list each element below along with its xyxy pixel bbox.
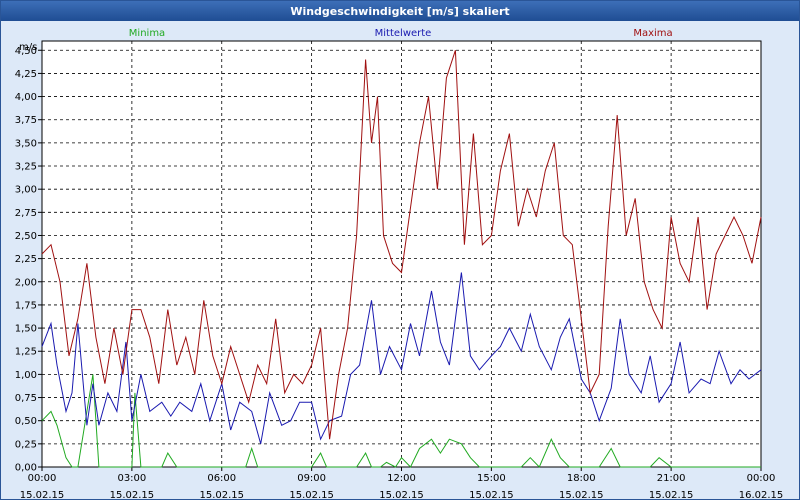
grid-lines bbox=[42, 41, 761, 467]
y-tick-label: 4,00 bbox=[15, 92, 37, 103]
x-axis-ticks: 00:00 15.02.15 03:00 15.02.15 06:00 15.02.15 0… bbox=[20, 467, 784, 499]
series-line-maxima bbox=[41, 50, 762, 440]
y-tick-label: 2,25 bbox=[15, 254, 37, 265]
chart-title: Windgeschwindigkeit [m/s] skaliert bbox=[1, 1, 799, 21]
y-tick-label: 3,75 bbox=[15, 115, 37, 126]
legend-entry: Mittelwerte bbox=[375, 28, 432, 39]
wind-speed-chart: 0,00 0,25 0,50 0,75 1,00 1,25 1,50 1,75 2,00 2,25… bbox=[15, 28, 784, 499]
y-tick-label: 2,75 bbox=[15, 208, 37, 219]
series-lines bbox=[41, 50, 762, 468]
x-tick-time: 00:00 bbox=[747, 473, 776, 484]
y-tick-label: 3,50 bbox=[15, 138, 37, 149]
series-line-minima bbox=[41, 374, 761, 468]
legend: Minima Mittelwerte Maxima bbox=[129, 28, 673, 39]
x-tick-time: 18:00 bbox=[567, 473, 596, 484]
y-tick-label: 0,75 bbox=[15, 393, 37, 404]
x-tick-time: 09:00 bbox=[297, 473, 326, 484]
x-tick-time: 12:00 bbox=[387, 473, 416, 484]
legend-entry: Maxima bbox=[633, 28, 672, 39]
y-axis-ticks: 0,00 0,25 0,50 0,75 1,00 1,25 1,50 1,75 2,00 2,25… bbox=[15, 46, 42, 474]
x-tick-time: 21:00 bbox=[657, 473, 686, 484]
x-tick-date: 15.02.15 bbox=[199, 490, 244, 499]
y-tick-label: 2,00 bbox=[15, 277, 37, 288]
y-tick-label: 2,50 bbox=[15, 231, 37, 242]
y-axis-label: m/s bbox=[19, 42, 37, 53]
y-tick-label: 0,50 bbox=[15, 416, 37, 427]
x-tick-date: 15.02.15 bbox=[469, 490, 514, 499]
y-tick-label: 3,25 bbox=[15, 162, 37, 173]
y-tick-label: 4,50 bbox=[15, 46, 37, 57]
y-tick-label: 0,25 bbox=[15, 439, 37, 450]
series-line-mittelwerte bbox=[41, 272, 762, 444]
x-tick-date: 15.02.15 bbox=[559, 490, 604, 499]
x-tick-time: 03:00 bbox=[117, 473, 146, 484]
legend-entry: Minima bbox=[129, 28, 165, 39]
y-tick-label: 1,50 bbox=[15, 324, 37, 335]
x-tick-date: 16.02.15 bbox=[739, 490, 784, 499]
x-tick-time: 00:00 bbox=[28, 473, 57, 484]
x-tick-time: 06:00 bbox=[207, 473, 236, 484]
x-tick-date: 15.02.15 bbox=[289, 490, 334, 499]
y-tick-label: 4,25 bbox=[15, 69, 37, 80]
y-tick-label: 1,00 bbox=[15, 370, 37, 381]
y-tick-label: 3,00 bbox=[15, 185, 37, 196]
y-tick-label: 0,00 bbox=[15, 463, 37, 474]
x-tick-date: 15.02.15 bbox=[379, 490, 424, 499]
x-tick-time: 15:00 bbox=[477, 473, 506, 484]
x-tick-date: 15.02.15 bbox=[110, 490, 155, 499]
y-tick-label: 1,75 bbox=[15, 300, 37, 311]
x-tick-date: 15.02.15 bbox=[649, 490, 694, 499]
x-tick-date: 15.02.15 bbox=[20, 490, 65, 499]
y-tick-label: 1,25 bbox=[15, 347, 37, 358]
